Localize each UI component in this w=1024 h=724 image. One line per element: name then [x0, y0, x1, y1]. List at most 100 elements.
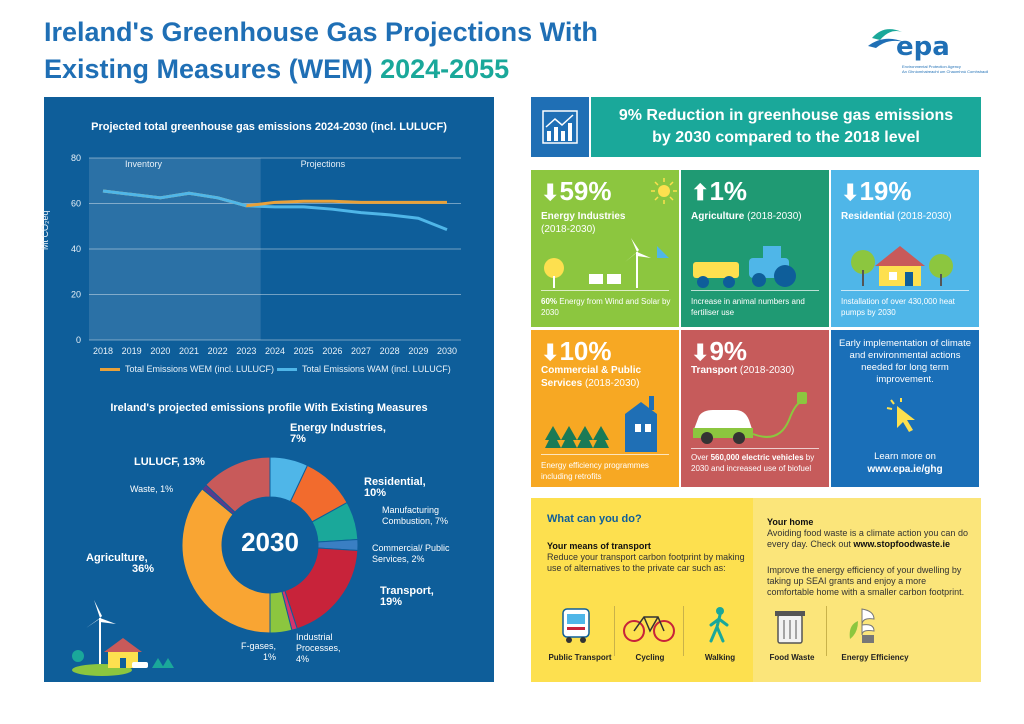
home-block: Your home Avoiding food waste is a climat… — [767, 517, 971, 550]
legend-wam: Total Emissions WAM (incl. LULUCF) — [277, 364, 451, 374]
bicycle-icon — [623, 616, 675, 642]
tractor-icon — [693, 246, 796, 288]
label-waste: Waste, 1% — [130, 484, 174, 494]
line-chart-ylabel: Mt CO₂eq — [40, 210, 50, 250]
reduction-line-2: by 2030 compared to the 2018 level — [652, 129, 920, 146]
residential-pct: 19% — [859, 176, 912, 206]
house-turbine-illustration-icon — [72, 600, 174, 676]
tile-transport: ⬇9% Transport (2018-2030) Over 560,000 e… — [681, 330, 829, 487]
label-food-waste: Food Waste — [769, 653, 815, 662]
label-transport: Transport, 19% — [380, 585, 434, 608]
x-tick-label: 2018 — [93, 346, 113, 356]
donut-center-label: 2030 — [241, 527, 299, 557]
electric-car-icon — [693, 392, 807, 444]
your-home-panel — [753, 498, 981, 682]
x-tick-label: 2022 — [208, 346, 228, 356]
x-tick-label: 2029 — [408, 346, 428, 356]
inventory-label: Inventory — [125, 159, 163, 169]
down-arrow-icon: ⬇ — [691, 340, 710, 365]
agriculture-pct: 1% — [709, 176, 748, 206]
buildings-icon — [545, 396, 657, 452]
epa-logo: epa Environmental Protection Agency An G… — [862, 18, 988, 78]
home-head: Your home — [767, 517, 814, 527]
label-industrial: Industrial Processes, 4% — [296, 632, 341, 664]
sun-icon — [651, 178, 677, 204]
series-line-inventory — [102, 189, 247, 208]
learn-more-link[interactable]: www.epa.ie/ghg — [867, 464, 943, 475]
tile-commercial: ⬇10% Commercial & Public Services (2018-… — [531, 330, 679, 487]
learn-more: Learn more on — [874, 451, 936, 462]
label-commercial: Commercial/ Public Services, 2% — [372, 543, 450, 564]
transport-cap-bold: 560,000 electric vehicles — [710, 453, 804, 462]
label-fgases: F-gases, 1% — [240, 641, 276, 662]
page-title: Ireland's Greenhouse Gas Projections Wit… — [44, 14, 598, 88]
y-tick-label: 0 — [76, 335, 81, 345]
agriculture-cap: Increase in animal numbers and fertilise… — [691, 297, 805, 317]
transport-block: Your means of transport Reduce your trans… — [547, 541, 747, 574]
label-manufacturing: Manufacturing Combustion, 7% — [382, 505, 449, 526]
legend-wam-swatch — [277, 368, 297, 372]
legend-wem-swatch — [100, 368, 120, 372]
title-line-2: Existing Measures (WEM) — [44, 54, 373, 84]
label-walking: Walking — [704, 653, 736, 662]
x-tick-label: 2023 — [236, 346, 256, 356]
energy-cap-bold: 60% — [541, 297, 558, 306]
food-waste-bin-icon — [775, 611, 805, 644]
x-tick-label: 2020 — [150, 346, 170, 356]
line-chart-title: Projected total greenhouse gas emissions… — [91, 121, 447, 133]
home-text-2: Improve the energy efficiency of your dw… — [767, 565, 965, 597]
residential-cap: Installation of over 430,000 heat pumps … — [841, 297, 955, 317]
label-agriculture: Agriculture, 36% — [86, 552, 155, 575]
title-years: 2024-2055 — [380, 54, 510, 84]
transport-period: (2018-2030) — [739, 365, 795, 376]
chart-icon-box — [531, 97, 589, 157]
donut-hole — [222, 497, 318, 593]
x-tick-label: 2030 — [437, 346, 457, 356]
y-tick-label: 60 — [71, 199, 81, 209]
info-text: Early implementation of climate and envi… — [839, 338, 971, 385]
residential-name: Residential — [841, 211, 895, 222]
commercial-name: Commercial & Public Services — [541, 365, 642, 389]
epa-logo-sub2: An Ghníomhaireacht um Chaomhnú Comhshaoi… — [902, 69, 989, 74]
energy-period: (2018-2030) — [541, 224, 596, 235]
label-cycling: Cycling — [635, 653, 665, 662]
house-icon — [851, 246, 953, 286]
commercial-period: (2018-2030) — [584, 378, 640, 389]
x-tick-label: 2026 — [322, 346, 342, 356]
stopfoodwaste-link[interactable]: www.stopfoodwaste.ie — [853, 539, 951, 549]
epa-logo-text: epa — [896, 32, 950, 62]
epa-logo-sub1: Environmental Protection Agency — [902, 64, 961, 69]
down-arrow-icon: ⬇ — [541, 340, 560, 365]
label-energy-efficiency: Energy Efficiency — [841, 653, 909, 662]
line-chart: 0 20 40 60 80 2018 2019 2020 2021 2022 2023 2024 202… — [71, 153, 461, 356]
bus-icon — [562, 608, 590, 643]
commercial-pct: 10% — [559, 336, 612, 366]
transport-head: Your means of transport — [547, 541, 651, 551]
y-tick-label: 80 — [71, 153, 81, 163]
transport-text: Reduce your transport carbon footprint b… — [547, 552, 745, 573]
legend-wem: Total Emissions WEM (incl. LULUCF) — [100, 364, 274, 374]
energy-pct: 59% — [559, 176, 612, 206]
y-tick-label: 20 — [71, 290, 81, 300]
x-tick-label: 2024 — [265, 346, 285, 356]
reduction-header: 9% Reduction in greenhouse gas emissions… — [591, 97, 981, 157]
label-lulucf: LULUCF, 13% — [134, 456, 205, 468]
donut-chart — [181, 456, 359, 634]
transport-name: Transport — [691, 365, 738, 376]
epa-logo-mark-icon — [868, 29, 904, 48]
commercial-cap: Energy efficiency programmes including r… — [541, 461, 649, 481]
legend-wam-label: Total Emissions WAM (incl. LULUCF) — [302, 364, 451, 374]
y-tick-label: 40 — [71, 244, 81, 254]
label-energy: Energy Industries, 7% — [290, 422, 386, 445]
walking-icon — [709, 607, 729, 643]
energy-name: Energy Industries — [541, 211, 626, 222]
projections-label: Projections — [301, 159, 346, 169]
transport-cap: by 2030 and increased use of biofuel — [691, 453, 815, 473]
reduction-line-1: 9% Reduction in greenhouse gas emissions — [618, 107, 954, 124]
x-tick-label: 2019 — [122, 346, 142, 356]
tile-residential: ⬇19% Residential (2018-2030) Installatio… — [831, 170, 979, 327]
pie-chart-title: Ireland's projected emissions profile Wi… — [110, 402, 428, 414]
home-text-1: Avoiding food waste is a climate action … — [767, 528, 968, 549]
legend-wem-label: Total Emissions WEM (incl. LULUCF) — [125, 364, 275, 374]
bar-chart-icon — [542, 110, 578, 144]
